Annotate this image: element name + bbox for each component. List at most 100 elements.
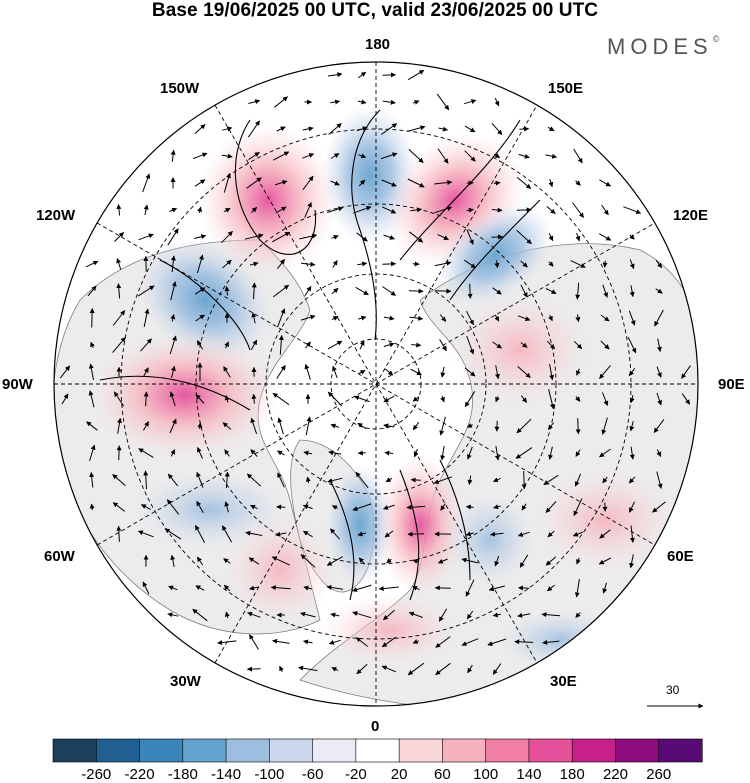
wind-vector xyxy=(170,281,177,301)
wind-vector xyxy=(600,340,610,350)
wind-vector xyxy=(277,308,286,328)
wind-vector xyxy=(548,446,554,460)
wind-vector xyxy=(113,391,125,407)
wind-vector xyxy=(383,342,395,348)
wind-vector xyxy=(358,153,367,159)
wind-vector xyxy=(440,503,446,511)
contour-line xyxy=(99,375,251,411)
wind-vector xyxy=(277,258,285,270)
wind-vector xyxy=(223,172,231,193)
wind-vector xyxy=(491,207,503,213)
wind-vector xyxy=(143,308,150,327)
wind-vector xyxy=(464,391,476,408)
meridian-lines xyxy=(54,62,698,706)
wind-vector xyxy=(276,364,286,379)
wind-vector xyxy=(439,416,446,436)
wind-vector xyxy=(433,476,453,485)
wind-vector xyxy=(331,235,339,240)
wind-vector xyxy=(112,337,126,353)
wind-vector xyxy=(575,612,581,618)
wind-vector xyxy=(545,501,557,513)
contour-line xyxy=(439,459,471,581)
wind-vector xyxy=(494,365,500,380)
wind-vector xyxy=(304,285,312,296)
wind-vector xyxy=(576,368,581,376)
wind-vector xyxy=(464,259,477,269)
wind-vector xyxy=(548,389,555,410)
wind-vector xyxy=(352,205,372,214)
lon-label-180: 180 xyxy=(365,36,391,53)
wind-vector xyxy=(600,314,610,322)
wind-vector xyxy=(277,417,284,435)
wind-vector xyxy=(140,338,152,352)
colorbar-swatch xyxy=(485,738,530,763)
wind-vector xyxy=(195,585,205,591)
wind-vector xyxy=(353,395,370,403)
contour-line xyxy=(234,119,317,255)
wind-vector xyxy=(517,366,531,378)
wind-vector xyxy=(628,367,636,377)
wind-vector xyxy=(169,335,177,355)
wind-vector xyxy=(541,612,561,618)
wind-vector xyxy=(330,528,340,540)
wind-vector xyxy=(327,340,343,350)
wind-vector xyxy=(656,392,662,406)
wind-vector xyxy=(656,471,663,489)
wind-vector xyxy=(167,612,179,618)
wind-vector xyxy=(251,282,257,300)
anomaly-negative-east-siberia xyxy=(436,204,554,306)
colorbar-swatch xyxy=(312,738,357,763)
wind-vector xyxy=(196,556,204,566)
wind-vector xyxy=(194,124,206,134)
wind-vector xyxy=(222,422,232,430)
wind-vector xyxy=(221,230,233,244)
wind-vector xyxy=(272,231,291,243)
wind-vector xyxy=(602,284,609,298)
wind-vector xyxy=(629,395,635,404)
lon-label-0: 0 xyxy=(371,718,380,735)
colorbar-swatch xyxy=(658,738,703,763)
wind-reference-value: 30 xyxy=(666,683,680,697)
wind-vector xyxy=(224,449,230,457)
wind-vector xyxy=(359,340,365,350)
wind-vector xyxy=(116,525,122,542)
wind-vector xyxy=(407,662,425,676)
wind-vector xyxy=(383,234,395,240)
wind-vector xyxy=(276,450,285,456)
wind-vector xyxy=(356,232,368,242)
wind-vector xyxy=(521,471,527,490)
wind-vector xyxy=(466,335,475,355)
wind-vector xyxy=(623,206,642,215)
wind-vector xyxy=(575,232,581,242)
wind-vector xyxy=(137,530,154,538)
wind-vector xyxy=(412,639,420,644)
wind-vector xyxy=(492,287,502,295)
wind-vector xyxy=(383,315,395,321)
wind-vector xyxy=(656,449,662,457)
wind-vector xyxy=(276,126,286,132)
colorbar-swatch xyxy=(225,738,270,763)
wind-vector xyxy=(272,638,290,644)
wind-vector xyxy=(434,180,453,185)
wind-vector xyxy=(548,233,554,242)
wind-vector xyxy=(249,261,259,267)
wind-vector xyxy=(410,368,422,376)
wind-vector xyxy=(117,417,123,434)
wind-vector xyxy=(248,557,260,565)
wind-vector xyxy=(629,285,635,298)
wind-vector xyxy=(437,558,448,564)
wind-vector xyxy=(381,123,398,135)
wind-vector xyxy=(491,122,503,136)
wind-vector xyxy=(681,365,691,379)
anomaly-positive-alaska xyxy=(198,125,338,275)
wind-vector xyxy=(410,477,421,483)
colorbar-tick-label: -220 xyxy=(124,766,155,783)
wind-vector xyxy=(516,418,532,434)
colorbar-tick-label: -180 xyxy=(167,766,198,783)
wind-vector xyxy=(279,665,284,673)
wind-vector xyxy=(112,474,126,486)
wind-vector xyxy=(331,315,339,321)
wind-vector xyxy=(412,421,420,431)
wind-vector xyxy=(332,260,338,268)
